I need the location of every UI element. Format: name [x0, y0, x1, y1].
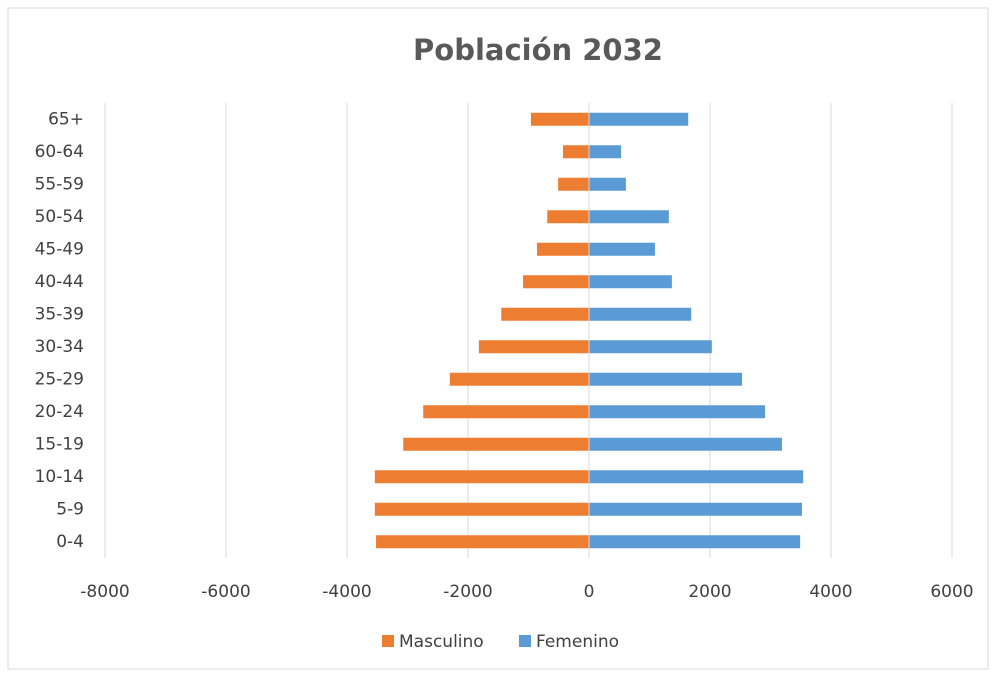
y-tick-label: 25-29 — [35, 369, 84, 389]
chart-frame — [7, 7, 989, 670]
bar — [589, 112, 689, 126]
bar — [478, 340, 589, 354]
y-tick-label: 65+ — [48, 109, 84, 129]
bar — [589, 535, 801, 549]
chart-title: Población 2032 — [413, 33, 663, 67]
x-tick-label: 6000 — [930, 582, 973, 602]
bar — [376, 535, 589, 549]
y-tick-label: 10-14 — [35, 467, 84, 487]
bar — [589, 437, 782, 451]
bar — [501, 307, 589, 321]
bar — [589, 502, 802, 516]
bar — [589, 405, 766, 419]
x-tick-label: 4000 — [809, 582, 852, 602]
bar — [547, 210, 589, 224]
x-tick-label: -4000 — [322, 582, 371, 602]
bar — [423, 405, 589, 419]
bar — [374, 502, 589, 516]
bar — [530, 112, 589, 126]
y-tick-label: 20-24 — [35, 402, 84, 422]
bar — [589, 307, 692, 321]
bar — [589, 275, 672, 289]
y-tick-label: 50-54 — [35, 207, 84, 227]
legend-label: Femenino — [536, 632, 619, 652]
bar — [589, 210, 669, 224]
y-tick-label: 5-9 — [56, 499, 84, 519]
bar — [589, 470, 804, 484]
y-tick-label: 0-4 — [56, 532, 84, 552]
bar — [523, 275, 589, 289]
y-tick-label: 45-49 — [35, 239, 84, 259]
bar — [449, 372, 589, 386]
bar — [536, 242, 589, 256]
bar — [562, 145, 589, 159]
bar — [589, 145, 622, 159]
y-tick-label: 35-39 — [35, 304, 84, 324]
bar — [374, 470, 589, 484]
legend-swatch — [382, 635, 394, 647]
y-tick-label: 60-64 — [35, 142, 84, 162]
y-tick-label: 15-19 — [35, 434, 84, 454]
x-tick-label: -8000 — [80, 582, 129, 602]
x-tick-label: -6000 — [201, 582, 250, 602]
y-tick-label: 55-59 — [35, 174, 84, 194]
bar — [589, 177, 626, 191]
y-tick-label: 30-34 — [35, 337, 84, 357]
x-tick-label: 2000 — [688, 582, 731, 602]
bar — [589, 372, 743, 386]
legend-swatch — [519, 635, 531, 647]
bar — [403, 437, 589, 451]
y-tick-label: 40-44 — [35, 272, 84, 292]
bar — [589, 340, 712, 354]
x-tick-label: 0 — [584, 582, 595, 602]
x-tick-label: -2000 — [443, 582, 492, 602]
bar — [589, 242, 655, 256]
bar — [558, 177, 589, 191]
legend-label: Masculino — [399, 632, 484, 652]
